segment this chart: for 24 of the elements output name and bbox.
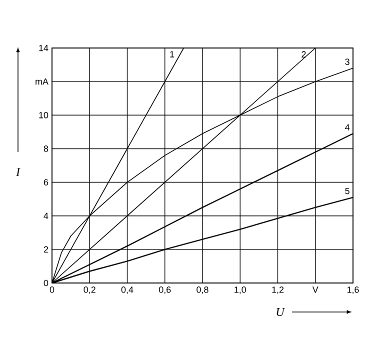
y-tick-label: 8	[44, 146, 48, 152]
y-tick-label: 14	[39, 44, 48, 52]
y-tick-label: 10	[39, 112, 48, 118]
y-tick-label: 2	[44, 246, 48, 253]
x-axis-title: U	[276, 308, 285, 316]
y-axis-title: I	[16, 168, 20, 176]
x-tick-label: V	[312, 286, 318, 293]
y-tick-label: 4	[44, 212, 48, 219]
series-label: 5	[345, 188, 350, 194]
series-label: 3	[345, 58, 350, 65]
x-tick-label: 1,6	[347, 286, 359, 294]
series-label: 4	[345, 124, 350, 130]
series-label: 1	[170, 51, 174, 58]
x-tick-label: 0,4	[121, 286, 134, 294]
y-tick-label: 0	[44, 280, 48, 286]
x-tick-label: 0	[50, 286, 54, 293]
x-tick-label: 0,6	[158, 286, 171, 294]
series-label: 2	[302, 51, 306, 58]
x-tick-label: 0,8	[196, 286, 208, 294]
y-tick-label: mA	[36, 78, 48, 85]
x-tick-label: 0,2	[84, 286, 96, 294]
x-tick-label: 1,0	[234, 286, 246, 294]
y-tick-label: 6	[44, 179, 48, 186]
x-tick-label: 1,2	[272, 286, 284, 294]
